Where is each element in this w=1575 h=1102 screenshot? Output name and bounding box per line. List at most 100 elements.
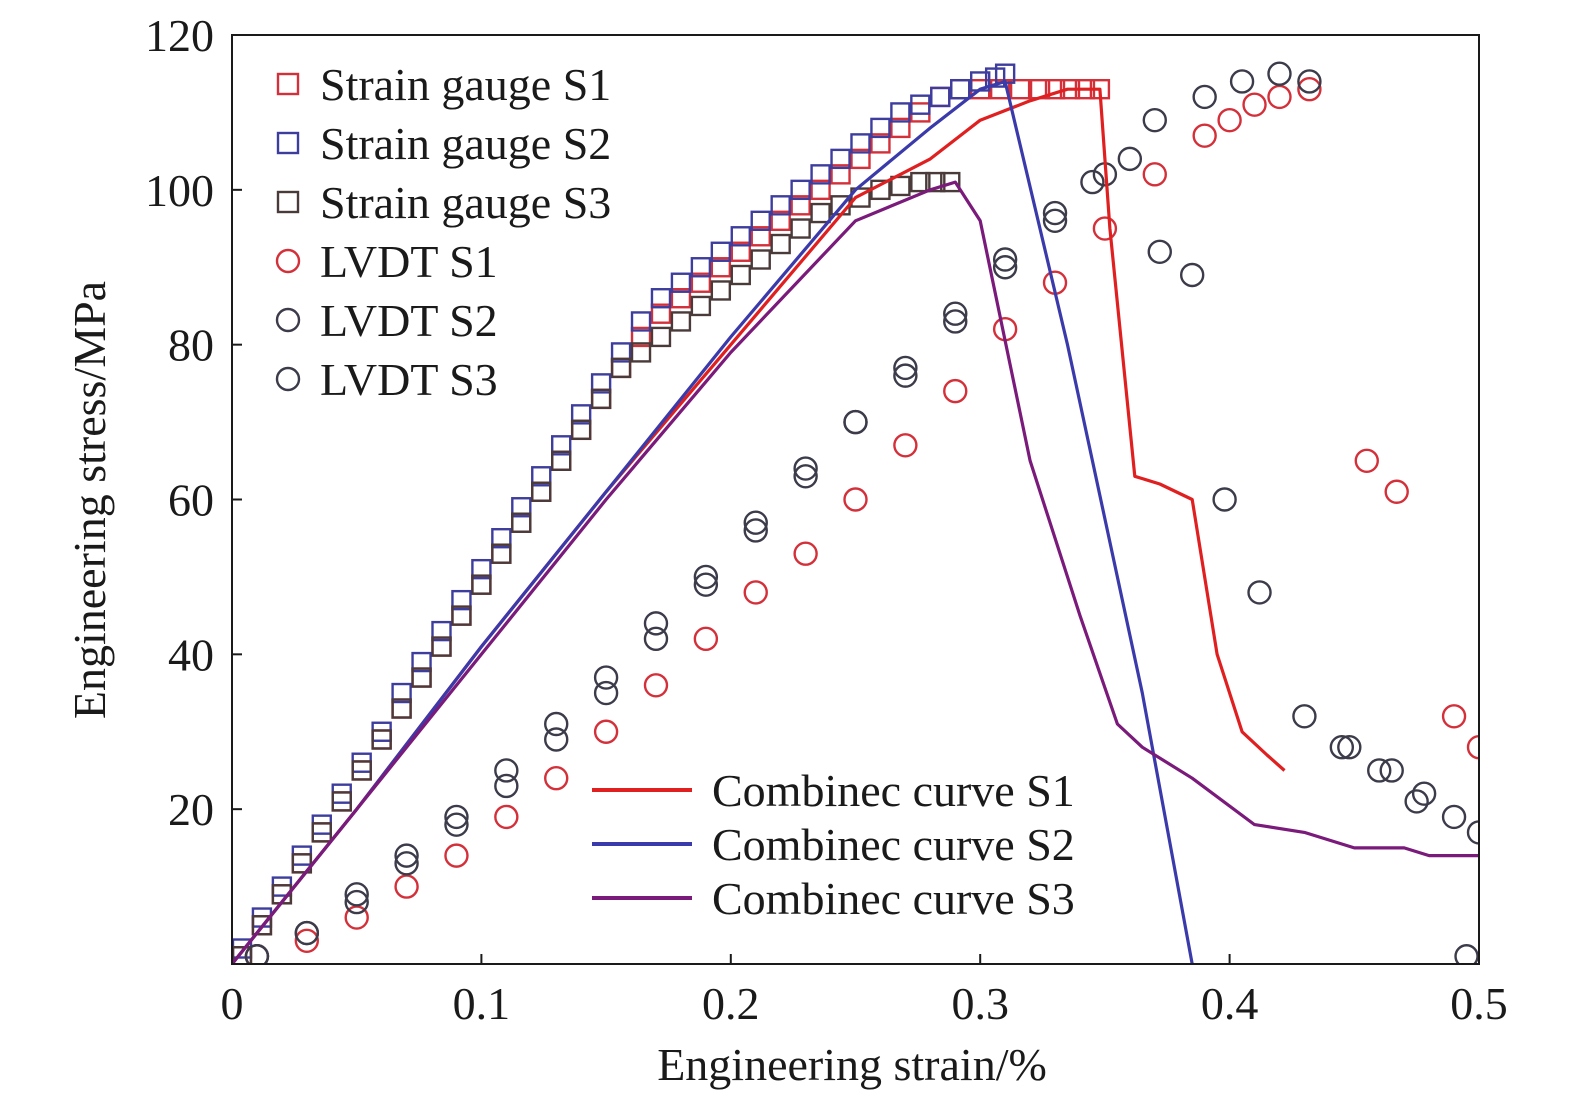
- point-lvdt-s1: [494, 804, 519, 830]
- legend-label: Combinec curve S2: [712, 819, 1075, 870]
- legend-label: Strain gauge S3: [320, 177, 611, 228]
- series-group: [232, 61, 1479, 964]
- point-strain-gauge-s2: [451, 589, 472, 611]
- point-strain-gauge-s2: [770, 195, 791, 216]
- x-tick-label: 0.2: [702, 978, 760, 1029]
- point-strain-gauge-s2: [950, 78, 971, 100]
- y-tick-label: 100: [145, 165, 214, 216]
- point-strain-gauge-s3: [331, 791, 352, 812]
- point-strain-gauge-s1: [351, 760, 372, 781]
- point-lvdt-s2: [1379, 758, 1404, 783]
- point-lvdt-s3: [344, 882, 369, 907]
- point-strain-gauge-s3: [630, 342, 652, 363]
- point-strain-gauge-s3: [790, 218, 811, 239]
- point-lvdt-s1: [693, 626, 719, 652]
- point-lvdt-s3: [1329, 735, 1355, 760]
- point-lvdt-s1: [1384, 479, 1409, 504]
- point-strain-gauge-s3: [610, 357, 632, 379]
- point-lvdt-s3: [893, 355, 918, 381]
- point-lvdt-s1: [1466, 735, 1479, 760]
- point-lvdt-s3: [244, 944, 270, 964]
- point-lvdt-s3: [593, 665, 619, 690]
- point-strain-gauge-s1: [630, 326, 652, 348]
- point-lvdt-s3: [444, 804, 469, 830]
- point-strain-gauge-s2: [590, 373, 612, 394]
- point-strain-gauge-s2: [291, 845, 313, 866]
- point-strain-gauge-s1: [710, 257, 732, 278]
- point-strain-gauge-s3: [570, 419, 592, 441]
- point-lvdt-s1: [1142, 162, 1167, 187]
- point-strain-gauge-s1: [670, 288, 692, 309]
- point-lvdt-s3: [1404, 789, 1429, 814]
- point-strain-gauge-s1: [870, 133, 891, 154]
- y-tick-label: 60: [168, 475, 214, 526]
- y-axis-label: Engineering stress/MPa: [64, 281, 115, 719]
- plot-area: [232, 61, 1479, 964]
- point-lvdt-s3: [494, 758, 519, 783]
- point-lvdt-s1: [294, 928, 320, 953]
- point-lvdt-s3: [1212, 487, 1237, 512]
- point-lvdt-s2: [743, 518, 768, 543]
- point-strain-gauge-s3: [890, 175, 911, 197]
- point-lvdt-s2: [943, 309, 968, 334]
- point-strain-gauge-s3: [650, 326, 672, 348]
- point-lvdt-s1: [643, 673, 669, 698]
- point-strain-gauge-s3: [451, 605, 472, 626]
- legend-marker: [276, 131, 300, 155]
- point-strain-gauge-s2: [690, 257, 712, 278]
- point-strain-gauge-s3: [351, 760, 372, 781]
- point-lvdt-s3: [1179, 262, 1205, 288]
- point-lvdt-s3: [992, 247, 1018, 272]
- point-strain-gauge-s2: [910, 94, 931, 115]
- point-strain-gauge-s2: [890, 102, 911, 123]
- point-strain-gauge-s3: [531, 481, 552, 502]
- point-strain-gauge-s1: [850, 148, 871, 170]
- point-strain-gauge-s1: [950, 78, 971, 100]
- point-strain-gauge-s3: [391, 698, 412, 719]
- point-strain-gauge-s3: [590, 388, 612, 410]
- point-strain-gauge-s1: [311, 822, 332, 843]
- point-strain-gauge-s2: [650, 288, 672, 309]
- point-strain-gauge-s1: [730, 241, 751, 262]
- legend-label: Combinec curve S3: [712, 873, 1075, 924]
- point-lvdt-s2: [893, 363, 918, 388]
- point-lvdt-s3: [1367, 758, 1392, 783]
- point-strain-gauge-s2: [351, 752, 372, 773]
- point-strain-gauge-s2: [311, 814, 332, 835]
- point-strain-gauge-s2: [790, 179, 811, 201]
- point-strain-gauge-s2: [411, 651, 432, 673]
- point-lvdt-s1: [444, 843, 469, 868]
- point-strain-gauge-s2: [930, 86, 951, 108]
- point-lvdt-s2: [1466, 820, 1479, 845]
- point-strain-gauge-s2: [511, 497, 532, 518]
- point-strain-gauge-s3: [730, 264, 751, 286]
- point-lvdt-s2: [1042, 208, 1068, 234]
- point-strain-gauge-s3: [251, 915, 273, 936]
- point-strain-gauge-s1: [371, 729, 392, 750]
- point-strain-gauge-s2: [750, 210, 771, 232]
- point-strain-gauge-s2: [850, 133, 871, 154]
- point-lvdt-s2: [1411, 781, 1437, 806]
- point-lvdt-s2: [593, 680, 619, 706]
- point-strain-gauge-s2: [371, 721, 392, 742]
- point-lvdt-s1: [1192, 123, 1217, 148]
- point-strain-gauge-s1: [790, 195, 811, 216]
- point-strain-gauge-s3: [810, 202, 831, 224]
- point-lvdt-s2: [992, 255, 1018, 280]
- point-strain-gauge-s3: [311, 822, 332, 843]
- point-strain-gauge-s2: [670, 272, 692, 293]
- point-lvdt-s1: [743, 580, 768, 605]
- point-strain-gauge-s1: [1009, 78, 1031, 100]
- point-strain-gauge-s3: [431, 636, 452, 657]
- y-tick-label: 80: [168, 320, 214, 371]
- point-strain-gauge-s3: [291, 853, 313, 874]
- point-lvdt-s3: [1080, 169, 1105, 195]
- point-lvdt-s3: [1147, 239, 1172, 264]
- point-strain-gauge-s2: [610, 342, 632, 363]
- point-lvdt-s1: [1441, 704, 1467, 729]
- point-lvdt-s3: [294, 920, 320, 946]
- point-lvdt-s3: [743, 510, 768, 535]
- point-strain-gauge-s3: [551, 450, 572, 471]
- point-strain-gauge-s1: [890, 117, 911, 139]
- point-lvdt-s2: [544, 727, 569, 752]
